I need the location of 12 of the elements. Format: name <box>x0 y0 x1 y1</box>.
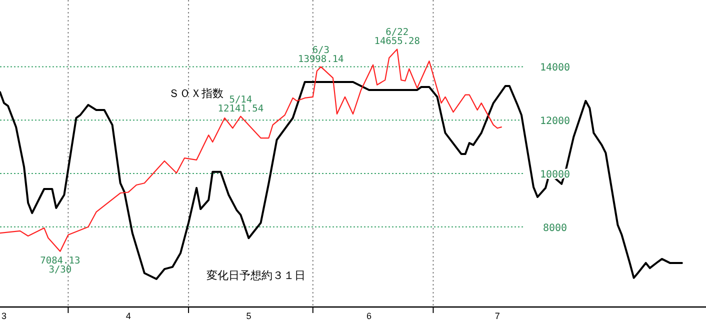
x-tick-label: 5 <box>246 311 252 321</box>
y-tick-label: 14000 <box>540 62 570 74</box>
annotation: 6/3 13998.14 <box>298 44 344 65</box>
x-tick-label: 3 <box>2 311 7 321</box>
x-tick-label: 4 <box>126 311 131 321</box>
annotation: 7084.13 3/30 <box>40 255 80 276</box>
x-tick-label: 6 <box>366 311 372 321</box>
y-tick-label: 12000 <box>540 116 570 128</box>
annotation: 6/22 14655.28 <box>374 27 420 48</box>
annotation: 変化日予想約３１日 <box>206 270 306 282</box>
x-tick-label: 7 <box>494 311 500 321</box>
y-tick-label: 8000 <box>542 222 568 234</box>
